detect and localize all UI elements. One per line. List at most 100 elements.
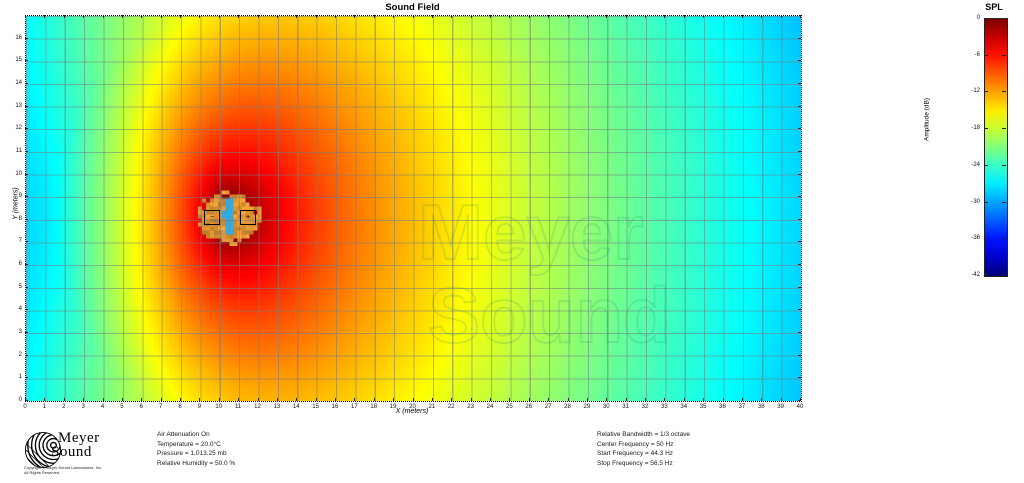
x-tick-label: 27 (544, 404, 552, 410)
x-tick-mark (470, 398, 472, 401)
x-tick-label: 1 (42, 404, 47, 410)
x-tick-mark (63, 398, 65, 401)
y-axis-label: Y (meters) (12, 187, 20, 220)
x-tick-mark (63, 15, 65, 18)
y-tick-mark (25, 37, 28, 39)
y-tick-label: 14 (15, 79, 22, 86)
y-tick-mark (798, 309, 801, 311)
y-tick-mark (798, 400, 801, 401)
x-tick-mark (780, 15, 782, 18)
x-tick-mark (276, 15, 278, 18)
y-tick-mark (25, 377, 28, 379)
x-tick-mark (470, 15, 472, 18)
x-tick-label: 34 (680, 404, 688, 410)
x-tick-mark (238, 398, 240, 401)
y-tick-mark (25, 150, 28, 152)
watermark-line1: Meyer (418, 188, 643, 276)
colorbar-tick-label: 0 (976, 15, 980, 21)
x-tick-mark (683, 398, 685, 401)
x-tick-label: 30 (602, 404, 610, 410)
x-tick-label: 6 (139, 404, 143, 410)
colorbar-tick-mark (1002, 201, 1006, 203)
x-tick-mark (315, 398, 317, 401)
colorbar-tick-label: -12 (971, 88, 980, 95)
x-tick-mark (373, 15, 375, 18)
y-tick-mark (798, 264, 801, 266)
y-tick-label: 6 (18, 261, 22, 268)
temperature-value: Temperature = 20.0°C (157, 440, 221, 448)
x-tick-mark (490, 398, 491, 401)
loudspeaker-icon-right[interactable]: + (240, 210, 256, 225)
center-frequency-value: Center Frequency = 50 Hz (597, 440, 674, 448)
y-tick-label: 15 (15, 57, 22, 64)
y-tick-mark (798, 82, 801, 84)
x-tick-label: 35 (699, 404, 707, 410)
colorbar-axis-label: Amplitude (dB) (923, 98, 931, 141)
y-tick-mark (798, 37, 801, 39)
colorbar-tick-mark (984, 201, 988, 203)
x-tick-mark (296, 398, 298, 401)
x-tick-label: 33 (661, 404, 668, 410)
x-tick-mark (722, 15, 724, 18)
x-tick-label: 8 (178, 404, 182, 410)
colorbar-tick-mark (984, 18, 988, 19)
x-tick-label: 3 (81, 404, 85, 410)
y-tick-label: 7 (18, 238, 22, 245)
x-tick-mark (567, 398, 569, 401)
y-tick-label: 12 (15, 125, 22, 132)
x-tick-mark (625, 398, 627, 401)
y-tick-mark (25, 241, 28, 243)
colorbar-tick-label: -6 (974, 51, 980, 58)
colorbar-tick-mark (984, 128, 988, 130)
x-tick-mark (606, 15, 608, 18)
loudspeaker-icon-left[interactable]: − (204, 210, 220, 225)
sound-field-plot-area[interactable]: Meyer Sound − + (25, 15, 802, 402)
x-tick-label: 22 (447, 404, 455, 410)
y-tick-mark (798, 173, 801, 175)
colorbar-tick-mark (1002, 18, 1006, 19)
colorbar-tick-label: -36 (971, 235, 980, 242)
x-tick-mark (373, 398, 375, 401)
y-tick-mark (798, 286, 801, 288)
y-tick-label: 13 (15, 102, 22, 109)
x-tick-mark (141, 398, 143, 401)
x-tick-mark (664, 398, 666, 401)
y-tick-label: 3 (18, 329, 22, 336)
x-tick-label: 4 (100, 404, 105, 410)
meyer-sound-logo: Meyer Sound Copyright © Meyer Sound Labo… (22, 427, 152, 479)
x-tick-mark (180, 398, 181, 401)
x-tick-mark (761, 15, 763, 18)
x-tick-label: 26 (525, 404, 533, 410)
y-tick-mark (798, 196, 801, 198)
x-tick-label: 10 (215, 404, 223, 410)
colorbar-tick-label: -18 (971, 125, 980, 132)
colorbar-tick-mark (1002, 128, 1006, 130)
x-tick-mark (586, 398, 588, 401)
y-tick-mark (798, 241, 801, 243)
watermark-line2: Sound (428, 271, 671, 359)
colorbar-title: SPL (985, 2, 1003, 12)
x-tick-mark (354, 398, 356, 401)
x-tick-label: 15 (312, 404, 319, 410)
x-tick-label: 38 (757, 404, 765, 410)
x-tick-mark (257, 398, 259, 401)
y-tick-label: 1 (18, 374, 22, 381)
colorbar-tick-mark (984, 164, 988, 166)
colorbar-tick-mark (984, 274, 988, 275)
colorbar-tick-mark (1002, 164, 1006, 166)
x-tick-mark (645, 398, 646, 401)
x-tick-mark (354, 15, 356, 18)
x-tick-mark (761, 398, 763, 401)
x-tick-mark (800, 15, 801, 18)
x-tick-mark (180, 15, 181, 18)
x-tick-mark (238, 15, 240, 18)
x-tick-mark (121, 15, 123, 18)
x-tick-mark (509, 15, 511, 18)
x-tick-mark (257, 15, 259, 18)
x-tick-mark (625, 15, 627, 18)
x-tick-mark (567, 15, 569, 18)
colorbar-tick-mark (1002, 238, 1006, 240)
x-tick-mark (431, 15, 433, 18)
x-tick-label: 36 (719, 404, 726, 410)
x-tick-label: 23 (467, 404, 474, 410)
